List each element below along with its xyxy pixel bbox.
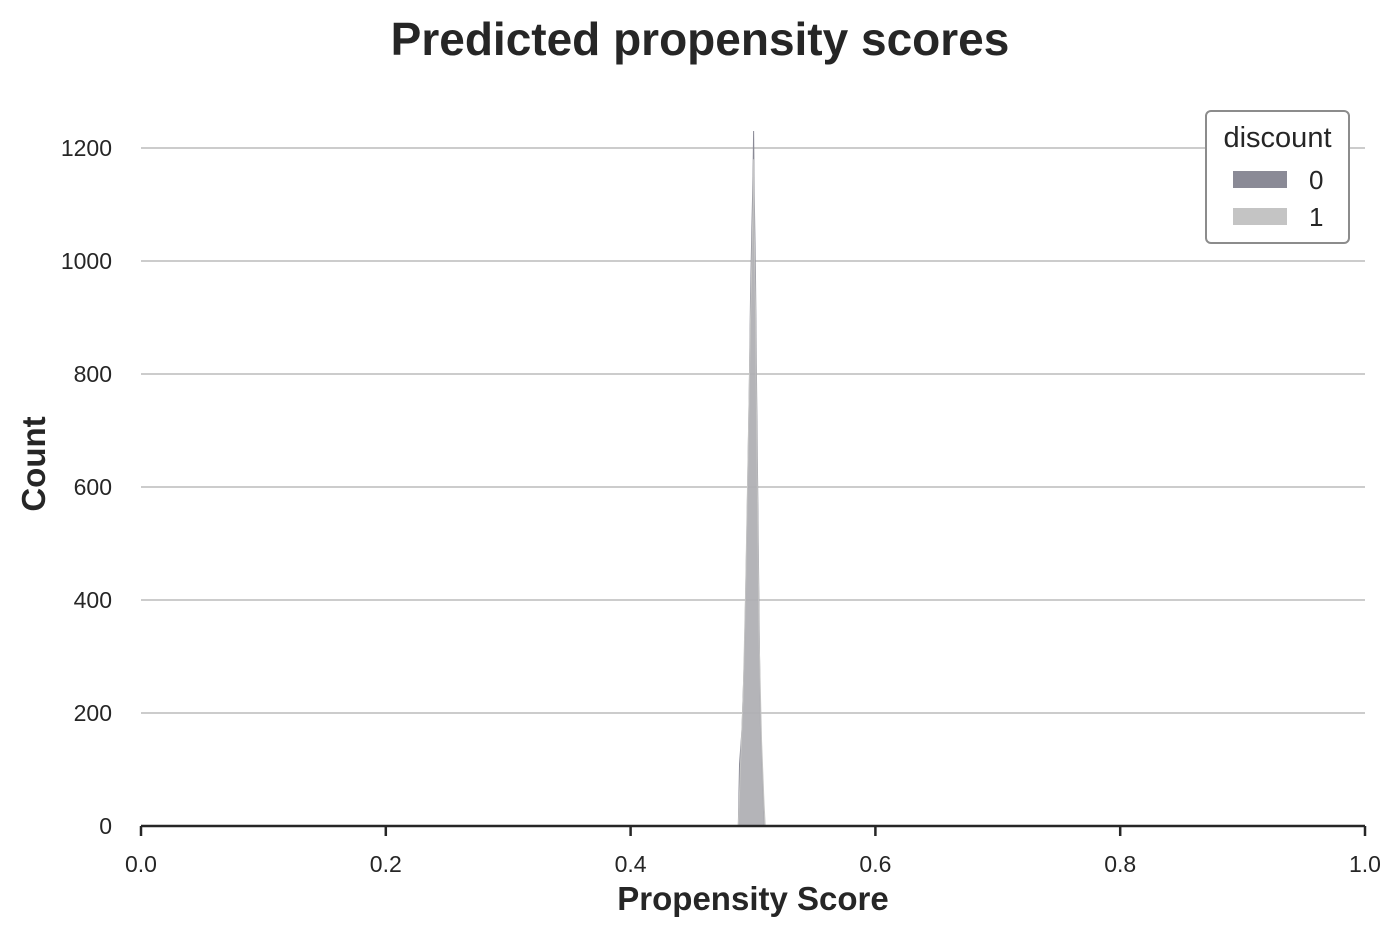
legend-label-1: 1 xyxy=(1309,202,1324,232)
legend-swatch-0 xyxy=(1233,171,1287,188)
x-tick-label: 0.2 xyxy=(370,851,402,877)
legend: discount 0 1 xyxy=(1205,110,1350,244)
y-tick-label: 1000 xyxy=(61,248,112,274)
x-tick-label: 1.0 xyxy=(1349,851,1381,877)
y-tick-label: 200 xyxy=(74,700,112,726)
legend-label-0: 0 xyxy=(1309,165,1324,195)
y-tick-label: 600 xyxy=(74,474,112,500)
y-tick-label: 400 xyxy=(74,587,112,613)
x-axis-label: Propensity Score xyxy=(617,880,889,917)
chart-title: Predicted propensity scores xyxy=(390,13,1010,65)
legend-title: discount xyxy=(1223,122,1332,154)
legend-swatch-1 xyxy=(1233,208,1287,225)
x-tick-label: 0.8 xyxy=(1104,851,1136,877)
y-tick-label: 800 xyxy=(74,361,112,387)
x-tick-label: 0.6 xyxy=(859,851,891,877)
series-1-area xyxy=(737,159,766,827)
x-tick-label: 0.4 xyxy=(615,851,647,877)
x-tick-label: 0.0 xyxy=(125,851,157,877)
y-tick-label: 1200 xyxy=(61,135,112,161)
y-tick-label: 0 xyxy=(99,813,112,839)
y-axis-label: Count xyxy=(15,416,52,512)
